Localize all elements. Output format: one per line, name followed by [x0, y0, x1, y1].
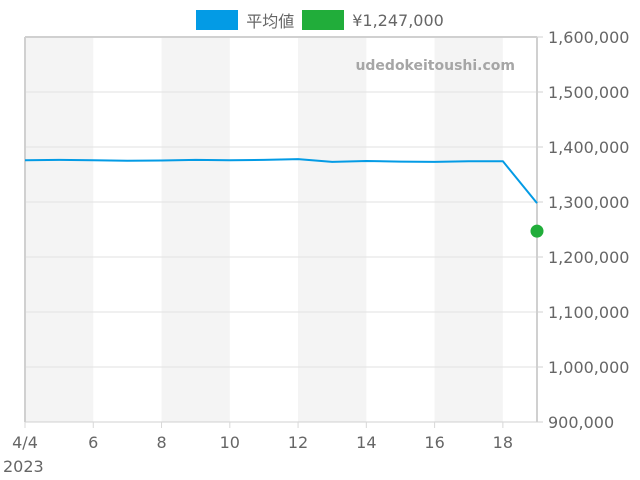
average-price-line [24, 158, 538, 204]
legend-item-average[interactable]: 平均値 [196, 8, 294, 32]
y-tick-label: 1,200,000 [548, 248, 629, 267]
y-tick-label: 1,400,000 [548, 138, 629, 157]
watermark: udedokeitoushi.com [355, 58, 515, 74]
chart-legend: 平均値 ¥1,247,000 [0, 8, 640, 32]
legend-item-current-price[interactable]: ¥1,247,000 [302, 10, 444, 30]
legend-label-average: 平均値 [246, 12, 295, 31]
current-price-point [530, 224, 544, 238]
legend-swatch-current-price [302, 10, 345, 30]
y-tick-label: 1,600,000 [548, 28, 629, 47]
x-year-label: 2023 [3, 457, 44, 476]
x-tick-label: 8 [156, 433, 166, 452]
y-tick-label: 1,100,000 [548, 303, 629, 322]
legend-label-current-price: ¥1,247,000 [352, 10, 444, 30]
x-tick-label: 4/4 [12, 433, 38, 452]
x-tick-label: 12 [288, 433, 308, 452]
x-tick-label: 16 [424, 433, 444, 452]
shaded-band [161, 37, 230, 422]
y-tick-label: 1,000,000 [548, 358, 629, 377]
y-tick-label: 1,500,000 [548, 83, 629, 102]
shaded-band [434, 37, 503, 422]
legend-swatch-average [196, 10, 239, 30]
y-tick-label: 900,000 [548, 413, 614, 432]
y-tick-label: 1,300,000 [548, 193, 629, 212]
x-tick-label: 6 [88, 433, 98, 452]
x-tick-label: 10 [220, 433, 240, 452]
shaded-band [25, 37, 94, 422]
shaded-band [298, 37, 367, 422]
x-tick-label: 18 [493, 433, 513, 452]
x-tick-label: 14 [356, 433, 376, 452]
